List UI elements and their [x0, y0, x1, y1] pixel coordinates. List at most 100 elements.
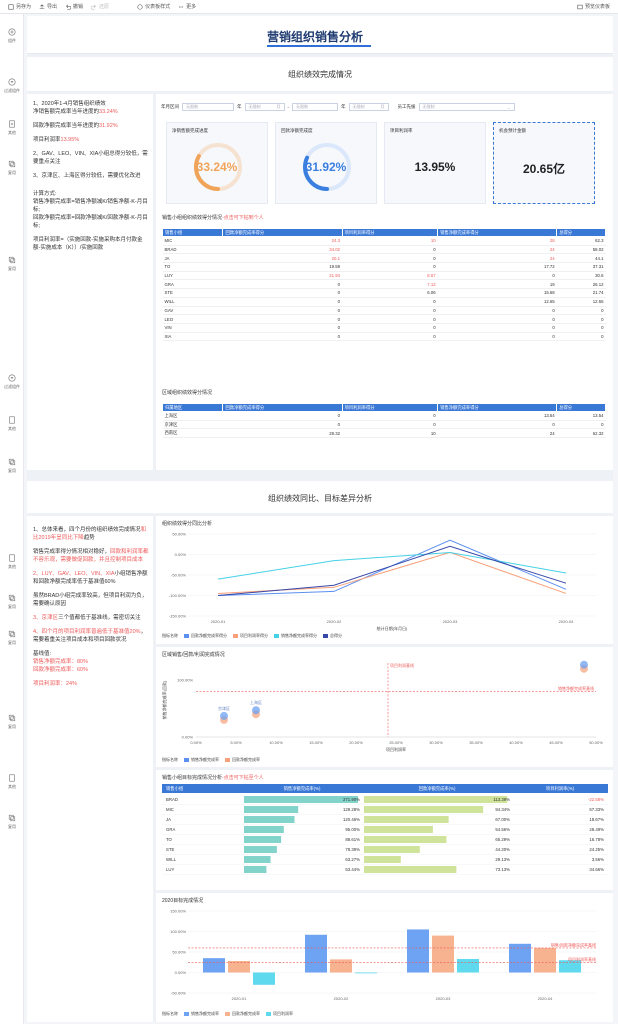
sales-bar[interactable]	[244, 826, 284, 833]
table-row[interactable]: GAV 0 0 0 0	[162, 306, 606, 316]
scatter-point[interactable]	[220, 711, 228, 720]
dashboard-style-button[interactable]: 仪表板样式	[137, 3, 170, 10]
end-year-select[interactable]: 无限制	[292, 103, 338, 111]
table-row[interactable]: TO 19.59 0 17.72 37.31	[162, 262, 606, 272]
employee-select[interactable]: 无限制 ⌄	[418, 103, 515, 111]
sidebar-item-filter-2[interactable]: 过滤组件	[0, 374, 24, 390]
undo-button[interactable]: 撤销	[65, 3, 83, 10]
table-row[interactable]: BRAD 34.02 0 24 58.02	[162, 245, 606, 255]
kpi-card-payment[interactable]: 回款净额完成度 31.92%	[275, 122, 377, 204]
sidebar-item-other[interactable]: 其他	[0, 120, 24, 136]
legend-item[interactable]: 回款净额完成率	[225, 1011, 260, 1017]
payment-bar[interactable]	[364, 826, 433, 833]
table-row[interactable]: GRA 0 7.12 19 26.12	[162, 279, 606, 290]
table-row[interactable]: VIN 0 0 0 0	[162, 323, 606, 333]
bar[interactable]	[253, 972, 275, 985]
sidebar-item-reuse-3[interactable]: 复用	[0, 458, 24, 474]
sales-bar[interactable]	[244, 806, 299, 813]
kpi-card-profit[interactable]: 项目利润率 13.95%	[384, 122, 486, 204]
bar[interactable]	[432, 935, 454, 973]
sidebar-item-reuse[interactable]: 复用	[0, 160, 24, 176]
bar[interactable]	[407, 929, 429, 973]
sales-bar[interactable]	[244, 796, 358, 803]
table-header-cell[interactable]: 归属地区	[161, 403, 224, 412]
sidebar-item-other-2[interactable]: 其他	[0, 416, 24, 432]
sales-bar[interactable]	[244, 856, 271, 863]
table-header-cell[interactable]: 项目利润率得分	[341, 228, 439, 237]
table-header-cell[interactable]: 总得分	[556, 228, 606, 237]
legend-item[interactable]: 销售净额完成率	[184, 1011, 219, 1017]
payment-bar[interactable]	[364, 856, 401, 863]
table-row[interactable]: 上海区 0 0 13.54 13.54	[162, 411, 606, 421]
export-button[interactable]: 导出	[39, 3, 57, 10]
legend-item[interactable]: 项目利润率	[266, 1011, 293, 1017]
series-line[interactable]	[217, 551, 567, 580]
bar[interactable]	[509, 943, 531, 973]
table-row[interactable]: WILL 0 0 12.65 12.65	[162, 297, 606, 307]
series-line[interactable]	[217, 545, 567, 596]
bar[interactable]	[534, 947, 556, 973]
redo-button[interactable]: 还原	[91, 3, 109, 10]
table-header-cell[interactable]: 销售小组	[161, 228, 224, 237]
payment-bar[interactable]	[364, 846, 420, 853]
sidebar-item-other-3[interactable]: 其他	[0, 554, 24, 570]
sales-bar[interactable]	[244, 836, 282, 843]
table-row[interactable]: 京津区 0 0 0 0	[162, 420, 606, 430]
scatter-point[interactable]	[252, 706, 260, 715]
series-line[interactable]	[217, 551, 567, 594]
save-as-button[interactable]: 另存为	[8, 3, 31, 10]
bar[interactable]	[457, 958, 479, 973]
more-button[interactable]: 更多	[178, 3, 196, 10]
payment-bar[interactable]	[364, 866, 457, 873]
sidebar-item-reuse-7[interactable]: 复用	[0, 814, 24, 830]
table-header-cell[interactable]: 项目利润率(%)	[546, 785, 575, 792]
kpi-card-opportunity[interactable]: 机会预计金额 20.65亿	[493, 122, 595, 204]
bar[interactable]	[355, 972, 377, 974]
sidebar-item-reuse-5[interactable]: 复用	[0, 630, 24, 646]
bar[interactable]	[305, 934, 327, 973]
table-header-cell[interactable]: 回款净额完成率得分	[222, 228, 343, 237]
series-line[interactable]	[217, 539, 567, 596]
sidebar-item-filter[interactable]: 过滤组件	[0, 78, 24, 94]
scatter-point[interactable]	[580, 660, 588, 669]
sidebar-item-component[interactable]: 组件	[0, 28, 24, 44]
bar[interactable]	[559, 960, 581, 973]
bar[interactable]	[203, 958, 225, 973]
legend-item[interactable]: 回款净额完成率得分	[184, 633, 227, 639]
table-header-cell[interactable]: 项目利润率得分	[341, 403, 439, 412]
table-row[interactable]: JA 20.1 0 24 44.1	[162, 253, 606, 264]
table-row[interactable]: XIA 0 0 0 0	[162, 332, 606, 342]
sales-bar[interactable]	[244, 846, 277, 853]
payment-bar[interactable]	[364, 796, 508, 803]
sidebar-item-reuse-6[interactable]: 复用	[0, 714, 24, 730]
table-row[interactable]: LEO 0 0 0 0	[162, 314, 606, 324]
table-header-cell[interactable]: 回款净额完成率(%)	[419, 785, 456, 792]
sales-bar[interactable]	[244, 866, 267, 873]
table-header-cell[interactable]: 销售小组	[166, 785, 184, 792]
legend-item[interactable]: 总得分	[323, 633, 342, 639]
sales-bar[interactable]	[244, 816, 295, 823]
sidebar-item-reuse-2[interactable]: 复用	[0, 256, 24, 272]
table-row[interactable]: MIC 24.3 10 28 62.3	[162, 236, 606, 246]
payment-bar[interactable]	[364, 836, 447, 843]
table-header-cell[interactable]: 销售净额完成率得分	[437, 403, 558, 412]
legend-item[interactable]: 销售净额完成率得分	[274, 633, 317, 639]
sidebar-item-other-4[interactable]: 其他	[0, 774, 24, 790]
kpi-card-sales[interactable]: 净销售额完成进度 33.24%	[166, 122, 268, 204]
bar[interactable]	[228, 961, 250, 973]
table-header-cell[interactable]: 销售净额完成率(%)	[284, 785, 321, 792]
table-row[interactable]: STE 0 6.06 15.68 21.74	[162, 288, 606, 298]
table-header-cell[interactable]: 回款净额完成率得分	[222, 403, 343, 412]
sidebar-item-reuse-4[interactable]: 复用	[0, 594, 24, 610]
start-month-select[interactable]: 无限制月	[244, 103, 285, 111]
legend-item[interactable]: 项目利润率得分	[233, 633, 268, 639]
legend-item[interactable]: 回款净额完成率	[225, 757, 260, 763]
payment-bar[interactable]	[364, 806, 484, 813]
table-row[interactable]: 西南区 28.32 10 24 62.32	[162, 428, 606, 439]
legend-item[interactable]: 销售净额完成率	[184, 757, 219, 763]
end-month-select[interactable]: 无限制月	[348, 103, 389, 111]
bar[interactable]	[330, 959, 352, 973]
table-row[interactable]: LUY 21.94 8.67 0 30.6	[162, 271, 606, 281]
table-header-cell[interactable]: 总得分	[556, 403, 606, 412]
payment-bar[interactable]	[364, 816, 449, 823]
